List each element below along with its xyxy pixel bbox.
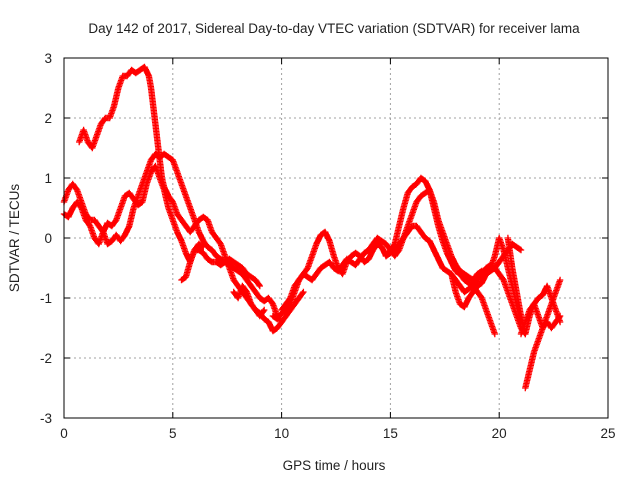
y-tick-label: 1 [44,171,52,186]
y-tick-label: -2 [40,351,52,366]
x-tick-label: 25 [600,426,615,441]
y-tick-labels: -3 -2 -1 0 1 2 3 [40,51,52,426]
series-arc-4 [178,240,207,284]
axis-ticks [63,57,609,419]
x-tick-label: 10 [274,426,289,441]
chart-title: Day 142 of 2017, Sidereal Day-to-day VTE… [88,21,580,36]
series-arc-5 [230,282,268,320]
y-tick-label: -3 [40,411,52,426]
x-tick-label: 20 [492,426,507,441]
x-tick-label: 15 [383,426,398,441]
x-tick-labels: 0 5 10 15 20 25 [60,426,615,441]
y-tick-label: 0 [44,231,52,246]
x-tick-label: 5 [169,426,177,441]
y-tick-label: 2 [44,111,52,126]
series-arc-12 [517,282,564,338]
y-tick-label: -1 [40,291,52,306]
y-axis-label: SDTVAR / TECUs [7,184,22,293]
x-tick-label: 0 [60,426,68,441]
x-axis-label: GPS time / hours [283,458,386,473]
y-tick-label: 3 [44,51,52,66]
